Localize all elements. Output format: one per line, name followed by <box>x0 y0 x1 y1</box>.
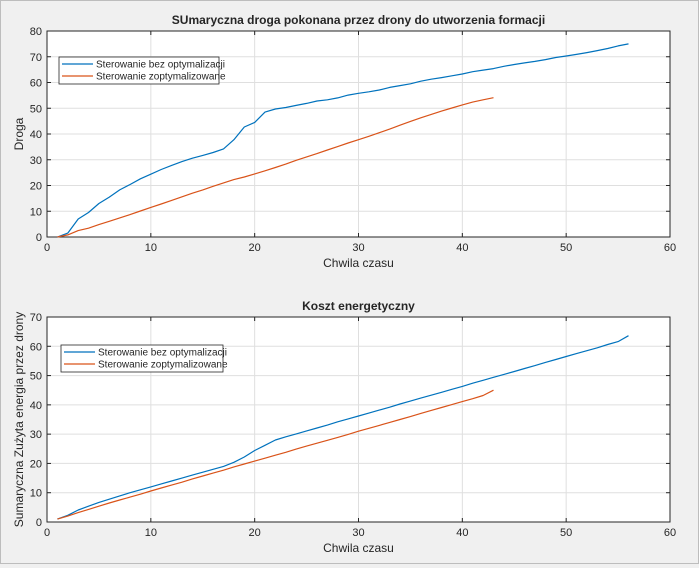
legend-box <box>60 344 224 373</box>
subplot-2: 0 10 20 30 40 50 60 0 10 20 30 40 50 60 70 Koszt energe… <box>12 299 676 555</box>
series-line-2 <box>57 97 494 238</box>
x-axis-label: Chwila czasu <box>323 256 394 270</box>
legend-label-2: Sterowanie zoptymalizowane <box>98 360 228 371</box>
x-tick-label: 30 <box>352 527 364 539</box>
y-tick-label: 60 <box>30 78 42 90</box>
legend-label-2: Sterowanie zoptymalizowane <box>96 72 226 83</box>
legend-label-1: Sterowanie bez optymalizacji <box>98 348 227 359</box>
y-tick-label: 10 <box>30 488 42 500</box>
y-tick-label: 80 <box>30 26 42 38</box>
x-tick-label: 50 <box>560 527 572 539</box>
y-tick-label: 60 <box>30 341 42 353</box>
chart-title: Koszt energetyczny <box>302 299 415 313</box>
x-tick-label: 60 <box>664 527 676 539</box>
series-line-2 <box>57 389 494 520</box>
x-tick-label: 20 <box>249 527 261 539</box>
chart-title: SUmaryczna droga pokonana przez drony do… <box>172 13 545 27</box>
x-tick-label: 50 <box>560 242 572 254</box>
y-tick-label: 10 <box>30 206 42 218</box>
x-tick-label: 20 <box>249 242 261 254</box>
y-tick-label: 50 <box>30 103 42 115</box>
x-tick-label: 40 <box>456 527 468 539</box>
y-tick-label: 70 <box>30 312 42 324</box>
series-line-1 <box>57 43 629 238</box>
y-tick-label: 20 <box>30 181 42 193</box>
x-tick-label: 0 <box>44 527 50 539</box>
y-tick-label: 0 <box>36 517 42 529</box>
y-axis-label: Droga <box>12 117 26 150</box>
x-tick-label: 30 <box>352 242 364 254</box>
legend-label-1: Sterowanie bez optymalizacji <box>96 60 225 71</box>
x-tick-label: 60 <box>664 242 676 254</box>
x-tick-label: 10 <box>145 242 157 254</box>
y-axis-label: Sumaryczna Zużyta energia przez drony <box>12 312 26 527</box>
x-tick-label: 0 <box>44 242 50 254</box>
y-tick-label: 40 <box>30 400 42 412</box>
y-tick-label: 70 <box>30 52 42 64</box>
y-tick-label: 20 <box>30 458 42 470</box>
y-tick-label: 50 <box>30 371 42 383</box>
y-tick-label: 30 <box>30 155 42 167</box>
y-tick-label: 0 <box>36 232 42 244</box>
x-axis-label: Chwila czasu <box>323 541 394 555</box>
x-tick-label: 10 <box>145 527 157 539</box>
x-tick-label: 40 <box>456 242 468 254</box>
y-tick-label: 40 <box>30 129 42 141</box>
subplot-1: 0 10 20 30 40 50 60 0 10 20 30 40 50 60 70 80 SUmaryczna… <box>12 13 676 270</box>
y-tick-label: 30 <box>30 429 42 441</box>
series-line-1 <box>57 335 629 520</box>
legend-box <box>58 56 220 85</box>
